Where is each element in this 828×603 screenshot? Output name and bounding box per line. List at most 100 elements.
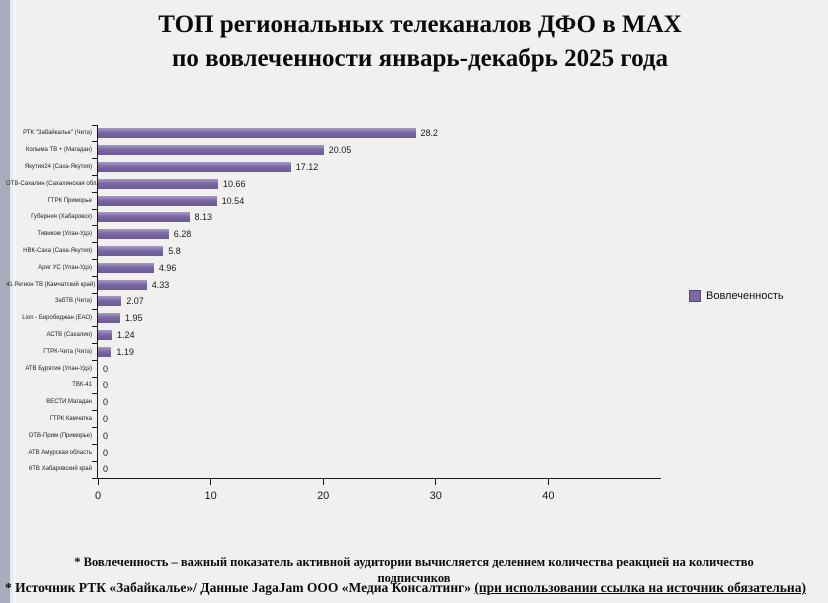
y-axis-tick xyxy=(92,292,97,294)
bar-value-label: 0 xyxy=(103,397,109,408)
bar-value-label: 0 xyxy=(103,447,109,458)
chart-row: АТВ Амурская область 0 xyxy=(28,444,661,461)
y-axis-tick xyxy=(92,343,97,345)
chart-row: АТВ Бурятия (Улан-Удэ) 0 xyxy=(25,360,661,377)
footnote-source-underlined: (при использовании ссылка на источник об… xyxy=(474,580,806,595)
y-axis-tick xyxy=(92,158,97,160)
chart-row: РТК "Забайкалье" (Чита) 28.2 xyxy=(23,125,661,142)
legend: Вовлеченность xyxy=(689,290,784,302)
bar-value-label: 6.28 xyxy=(173,229,192,240)
category-label: ОТВ-Прим (Приморье) xyxy=(28,432,92,439)
category-label: 6ТВ Хабаровский край xyxy=(28,466,92,473)
category-label: Ариг УС (Улан-Удэ) xyxy=(38,264,92,271)
chart-row: ГТРК Камчатка 0 xyxy=(50,411,661,428)
y-axis-tick xyxy=(92,309,97,311)
x-axis-tick xyxy=(547,479,549,485)
chart-title-line2: по вовлеченности январь-декабрь 2025 год… xyxy=(172,44,668,72)
category-label: ГТРК Камчатка xyxy=(49,415,92,422)
bar xyxy=(98,161,291,172)
y-axis-tick xyxy=(92,225,97,227)
category-label: Губерния (Хабаровск) xyxy=(31,214,92,221)
bar xyxy=(98,329,112,340)
plot-area: РТК "Забайкалье" (Чита) 28.2 Колыма ТВ + (… xyxy=(6,124,661,502)
x-axis-tick xyxy=(97,479,99,485)
y-axis-tick xyxy=(92,191,97,193)
category-label: ГТРК Приморье xyxy=(47,197,92,204)
x-axis-tick-label: 40 xyxy=(542,490,555,502)
x-axis-tick xyxy=(322,479,324,485)
footnote-engagement-definition-wrap: подписчиков xyxy=(377,571,451,585)
category-label: Lion - Биробиджан (ЕАО) xyxy=(22,315,92,322)
legend-swatch xyxy=(689,290,701,302)
y-axis-tick xyxy=(92,208,97,210)
chart-row: АСТВ (Сахалин) 1.24 xyxy=(46,327,661,344)
bar-value-label: 0 xyxy=(103,363,109,374)
category-label: 41 Регион ТВ (Камчатский край) xyxy=(6,281,96,288)
y-axis-tick xyxy=(92,326,97,328)
chart-row: ВЕСТИ Магадан 0 xyxy=(46,394,661,411)
bar xyxy=(98,195,217,206)
bar-value-label: 2.07 xyxy=(126,296,144,307)
category-label: ОТВ-Сахалин (Сахалинская область) xyxy=(6,180,111,187)
footnote-source: * Источник РТК «Забайкалье»/ Данные Jaga… xyxy=(5,580,828,596)
chart-row: Ариг УС (Улан-Удэ) 4.96 xyxy=(38,259,661,276)
category-label: АТВ Амурская область xyxy=(28,449,92,456)
x-axis-tick-label: 0 xyxy=(94,490,102,502)
category-label: ЗабТВ (Чита) xyxy=(54,298,92,305)
y-axis-tick xyxy=(92,427,97,429)
bar-value-label: 10.66 xyxy=(223,178,246,189)
bar xyxy=(98,178,219,189)
category-label: ВЕСТИ Магадан xyxy=(46,399,92,406)
y-axis-tick xyxy=(92,477,97,479)
y-axis-tick xyxy=(92,443,97,445)
category-label: АТВ Бурятия (Улан-Удэ) xyxy=(25,365,92,372)
chart-row: 41 Регион ТВ (Камчатский край) 4.33 xyxy=(6,276,661,293)
y-axis-tick xyxy=(92,174,97,176)
y-axis-tick xyxy=(92,359,97,361)
chart-row: ЗабТВ (Чита) 2.07 xyxy=(55,293,661,310)
x-axis-tick-label: 30 xyxy=(429,490,442,502)
bar-value-label: 0 xyxy=(103,413,109,424)
left-edge-strip xyxy=(0,0,10,603)
chart-row: Губерния (Хабаровск) 8.13 xyxy=(31,209,661,226)
x-axis-tick-label: 20 xyxy=(317,490,330,502)
y-axis-tick xyxy=(92,258,97,260)
x-axis-tick xyxy=(435,479,437,485)
chart-row: ГТРК Приморье 10.54 xyxy=(48,192,661,209)
bar-value-label: 17.12 xyxy=(295,161,319,172)
category-label: Тивиком (Улан-Удэ) xyxy=(37,231,92,238)
bar-value-label: 20.05 xyxy=(328,145,352,156)
chart-row: ОТВ-Прим (Приморье) 0 xyxy=(29,427,661,444)
chart-row: Тивиком (Улан-Удэ) 6.28 xyxy=(37,226,661,243)
bar-value-label: 1.19 xyxy=(116,346,134,357)
bar xyxy=(98,245,164,256)
y-axis-tick xyxy=(92,141,97,143)
chart-row: Lion - Биробиджан (ЕАО) 1.95 xyxy=(22,310,661,327)
left-edge-strip-light xyxy=(13,0,16,603)
bar xyxy=(98,296,122,307)
bar-value-label: 1.95 xyxy=(124,313,143,324)
y-axis-tick xyxy=(92,275,97,277)
category-label: ТВК-41 xyxy=(72,382,92,389)
category-label: РТК "Забайкалье" (Чита) xyxy=(23,130,92,137)
bar-value-label: 0 xyxy=(103,464,109,475)
footnote-source-text: * Источник РТК «Забайкалье»/ Данные Jaga… xyxy=(5,580,475,595)
category-label: Якутия24 (Саха-Якутия) xyxy=(24,163,92,170)
bar-value-label: 4.33 xyxy=(151,279,170,290)
y-axis-tick xyxy=(92,410,97,412)
chart-row: ТВК-41 0 xyxy=(72,377,661,394)
category-label: АСТВ (Сахалин) xyxy=(46,331,92,338)
y-axis-tick xyxy=(92,376,97,378)
x-axis-tick xyxy=(210,479,212,485)
chart-row: Колыма ТВ + (Магадан) 20.05 xyxy=(26,142,661,159)
chart-row: Якутия24 (Саха-Якутия) 17.12 xyxy=(25,159,661,176)
legend-label: Вовлеченность xyxy=(706,290,784,302)
footnote-engagement-definition: * Вовлеченность – важный показатель акти… xyxy=(74,555,754,569)
category-label: Колыма ТВ + (Магадан) xyxy=(25,147,92,154)
bar xyxy=(98,145,324,156)
bar xyxy=(98,279,147,290)
bar-value-label: 0 xyxy=(103,380,109,391)
x-axis-tick-label: 10 xyxy=(204,490,217,502)
bar-value-label: 8.13 xyxy=(194,212,213,223)
